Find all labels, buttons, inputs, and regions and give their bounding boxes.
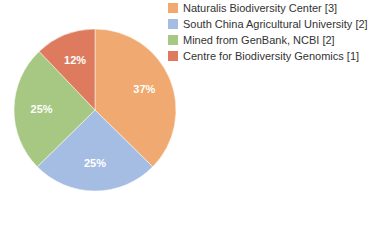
data-labels: 37% 25% 25% 12% [31,54,156,169]
legend-swatch [168,51,178,61]
legend-swatch [168,35,178,45]
legend: Naturalis Biodiversity Center [3] South C… [168,2,368,62]
legend-swatch [168,3,178,13]
legend-label: Centre for Biodiversity Genomics [1] [183,50,359,62]
chart-container: 37% 25% 25% 12% Naturalis Biodiversity Cente… [0,0,380,240]
legend-label: Naturalis Biodiversity Center [3] [183,2,337,14]
data-label: 37% [133,83,155,95]
pie-slices [14,29,176,191]
pie-slice [39,29,95,110]
data-label: 25% [31,103,53,115]
data-label: 25% [84,157,106,169]
data-label: 12% [64,54,86,66]
legend-swatch [168,19,178,29]
legend-label: Mined from GenBank, NCBI [2] [183,34,335,46]
legend-label: South China Agricultural University [2] [183,18,368,30]
chart-svg: 37% 25% 25% 12% Naturalis Biodiversity Cente… [0,0,380,240]
